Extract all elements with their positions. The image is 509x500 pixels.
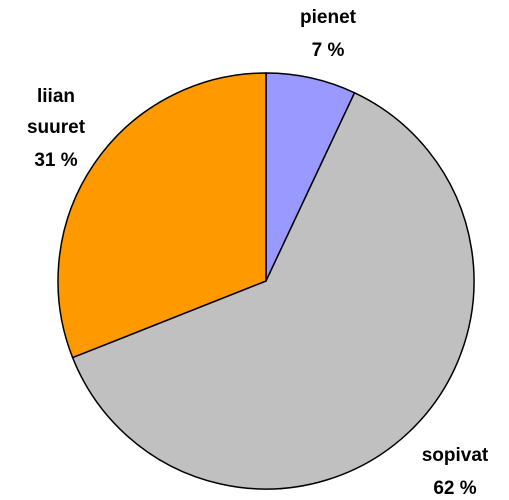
label-line: pienet xyxy=(300,7,357,28)
pie-slice xyxy=(71,91,475,490)
label-line: suuret xyxy=(27,117,86,138)
slice-label: liian suuret xyxy=(27,86,86,138)
slice-label: sopivat xyxy=(422,445,489,466)
value-label: 31 % xyxy=(34,150,77,171)
label-line: liian xyxy=(37,86,75,107)
slice-label: pienet xyxy=(300,7,357,28)
pie-slice xyxy=(57,72,267,359)
value-label: 7 % xyxy=(312,40,345,61)
value-label: 62 % xyxy=(433,478,476,499)
label-line: sopivat xyxy=(422,445,489,466)
